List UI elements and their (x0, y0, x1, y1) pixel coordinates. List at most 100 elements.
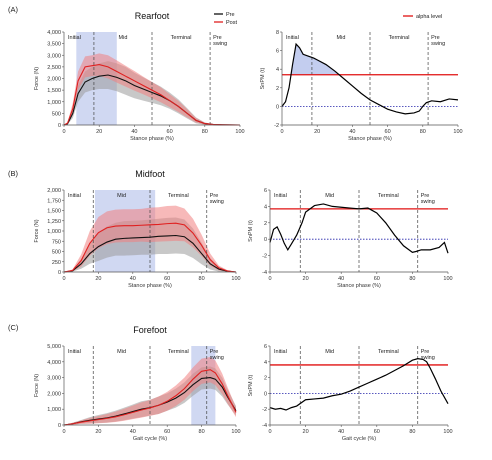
phase-label: Initial (286, 35, 299, 41)
x-tick-label: 60 (385, 129, 391, 135)
chart-title: Rearfoot (135, 11, 170, 21)
phase-label: Mid (325, 349, 334, 355)
x-tick-label: 40 (130, 429, 136, 435)
phase-label: Initial (68, 35, 81, 41)
x-tick-label: 80 (199, 429, 205, 435)
y-tick-label: -2 (274, 123, 279, 129)
x-tick-label: 20 (314, 129, 320, 135)
x-tick-label: 80 (409, 429, 415, 435)
phase-label: Terminal (168, 193, 189, 199)
x-tick-label: 0 (268, 276, 271, 282)
y-tick-label: 6 (264, 188, 267, 194)
chart-title: Forefoot (133, 325, 167, 335)
y-tick-label: 4 (264, 360, 267, 366)
y-axis-label: Force (N) (34, 219, 40, 242)
sd-band-post (64, 205, 236, 272)
x-tick-label: 100 (453, 129, 462, 135)
phase-label: Pre (421, 349, 430, 355)
y-tick-label: 1,250 (47, 219, 61, 225)
phase-label: Mid (117, 349, 126, 355)
y-tick-label: 0 (264, 391, 267, 397)
y-tick-label: 1,000 (47, 229, 61, 235)
y-tick-label: 2 (264, 221, 267, 227)
y-axis-label: Force (N) (34, 67, 40, 90)
x-tick-label: 60 (164, 429, 170, 435)
legend-label: alpha level (416, 14, 442, 20)
series-line-snpm (281, 42, 459, 115)
phase-label: swing (213, 41, 227, 47)
series-line-post (63, 369, 237, 426)
y-tick-label: 1,000 (47, 100, 61, 106)
y-tick-label: 0 (58, 423, 61, 429)
sd-band-post (64, 357, 236, 425)
legend-label: Post (226, 20, 237, 26)
panel-label: (A) (8, 5, 19, 14)
phase-label: Pre (210, 349, 219, 355)
y-tick-label: 750 (52, 239, 61, 245)
x-tick-label: 80 (202, 129, 208, 135)
y-tick-label: -4 (262, 270, 267, 276)
x-tick-label: 0 (268, 429, 271, 435)
series-line-snpm (269, 203, 449, 254)
phase-label: Initial (68, 193, 81, 199)
x-axis-label: Stance phase (%) (348, 136, 392, 142)
panel-label: (B) (8, 169, 19, 178)
x-tick-label: 20 (95, 276, 101, 282)
phase-label: Initial (274, 193, 287, 199)
y-tick-label: 500 (52, 250, 61, 256)
phase-label: swing (421, 199, 435, 205)
x-tick-label: 60 (374, 276, 380, 282)
panel-label: (C) (8, 323, 19, 332)
phase-label: Pre (210, 193, 219, 199)
x-tick-label: 80 (199, 276, 205, 282)
x-tick-label: 40 (130, 276, 136, 282)
phase-label: Mid (119, 35, 128, 41)
phase-label: Terminal (389, 35, 410, 41)
y-tick-label: 8 (276, 30, 279, 36)
y-tick-label: 6 (276, 49, 279, 55)
y-tick-label: 6 (264, 344, 267, 350)
phase-label: Mid (337, 35, 346, 41)
x-tick-label: 100 (231, 276, 240, 282)
legend-label: Pre (226, 12, 235, 18)
y-tick-label: 250 (52, 260, 61, 266)
x-axis-label: Stance phase (%) (128, 283, 172, 289)
phase-label: Mid (117, 193, 126, 199)
x-tick-label: 0 (62, 276, 65, 282)
y-tick-label: -4 (262, 423, 267, 429)
y-tick-label: 2,000 (47, 188, 61, 194)
y-tick-label: 1,500 (47, 209, 61, 215)
phase-label: Terminal (168, 349, 189, 355)
y-axis-label: SnPM (t) (248, 220, 254, 242)
chart-title: Midfoot (135, 169, 165, 179)
x-tick-label: 20 (95, 429, 101, 435)
x-tick-label: 100 (443, 276, 452, 282)
y-tick-label: 4 (276, 67, 279, 73)
y-tick-label: 3,000 (47, 376, 61, 382)
series-line-pre (63, 234, 237, 273)
phase-label: swing (421, 355, 435, 361)
phase-label: swing (431, 41, 445, 47)
y-tick-label: 1,500 (47, 88, 61, 94)
y-axis-label: Force (N) (34, 374, 40, 397)
y-tick-label: 4,000 (47, 360, 61, 366)
y-tick-label: 3,000 (47, 53, 61, 59)
x-tick-label: 80 (409, 276, 415, 282)
phase-label: Pre (213, 35, 222, 41)
x-tick-label: 100 (235, 129, 244, 135)
x-axis-label: Stance phase (%) (337, 283, 381, 289)
y-tick-label: 0 (58, 123, 61, 129)
y-tick-label: -2 (262, 254, 267, 260)
legend: Pre Post (214, 12, 237, 26)
series-line-snpm (269, 358, 449, 411)
y-tick-label: 0 (58, 270, 61, 276)
y-axis-label: SnPM (t) (248, 374, 254, 396)
x-tick-label: 20 (96, 129, 102, 135)
phase-label: Pre (431, 35, 440, 41)
x-axis-label: Stance phase (%) (130, 136, 174, 142)
